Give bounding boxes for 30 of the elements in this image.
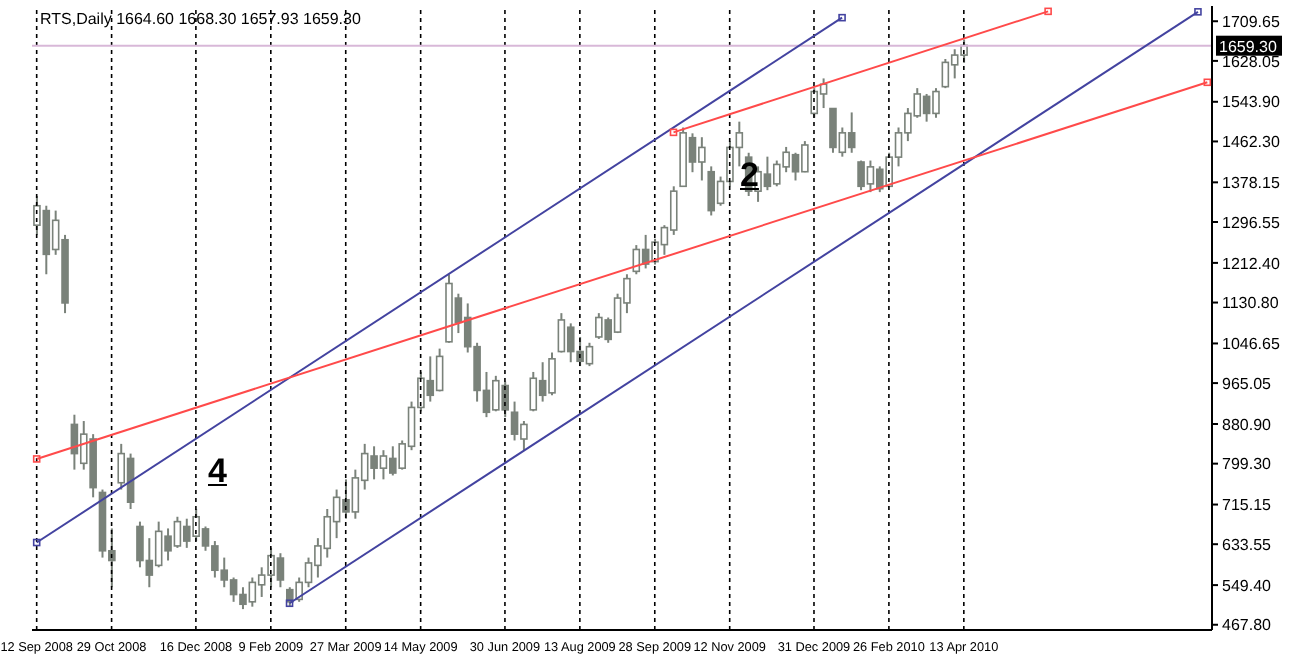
y-tick-label: 715.15 [1222,496,1273,515]
point [32,455,41,463]
point [32,538,41,547]
point [669,128,678,137]
annotation: 4 [208,452,227,492]
y-tick-label: 965.05 [1222,374,1273,393]
y-tick-label: 1296.55 [1222,213,1281,232]
point [1044,7,1052,16]
y-tick-label: 1543.90 [1222,93,1281,112]
y-tick-label: 1212.40 [1222,254,1281,273]
candlestick [847,111,856,154]
y-tick-label: 1709.65 [1222,12,1281,31]
y-tick-label: 633.55 [1222,535,1273,554]
point [1194,8,1202,16]
y-tick-label: 1628.05 [1222,52,1281,71]
y-tick-label: 549.40 [1222,576,1273,595]
candlestick [707,165,716,217]
y-tick-label: 1378.15 [1222,174,1281,193]
y-tick-label: 467.80 [1222,616,1273,635]
chart-title: RTS,Daily 1664.60 1668.30 1657.93 1659.30 [40,10,361,28]
y-tick-label: 880.90 [1222,415,1273,434]
point [838,13,846,22]
candlestick [529,370,538,413]
ref-line-label: 1659.30 [1219,37,1278,56]
y-tick-label: 1130.80 [1222,294,1280,313]
y-tick-label: 1462.30 [1222,133,1281,152]
point [1203,78,1212,87]
y-tick-label: 1046.65 [1222,335,1281,354]
point [285,599,294,608]
y-tick-label: 799.30 [1222,455,1273,474]
